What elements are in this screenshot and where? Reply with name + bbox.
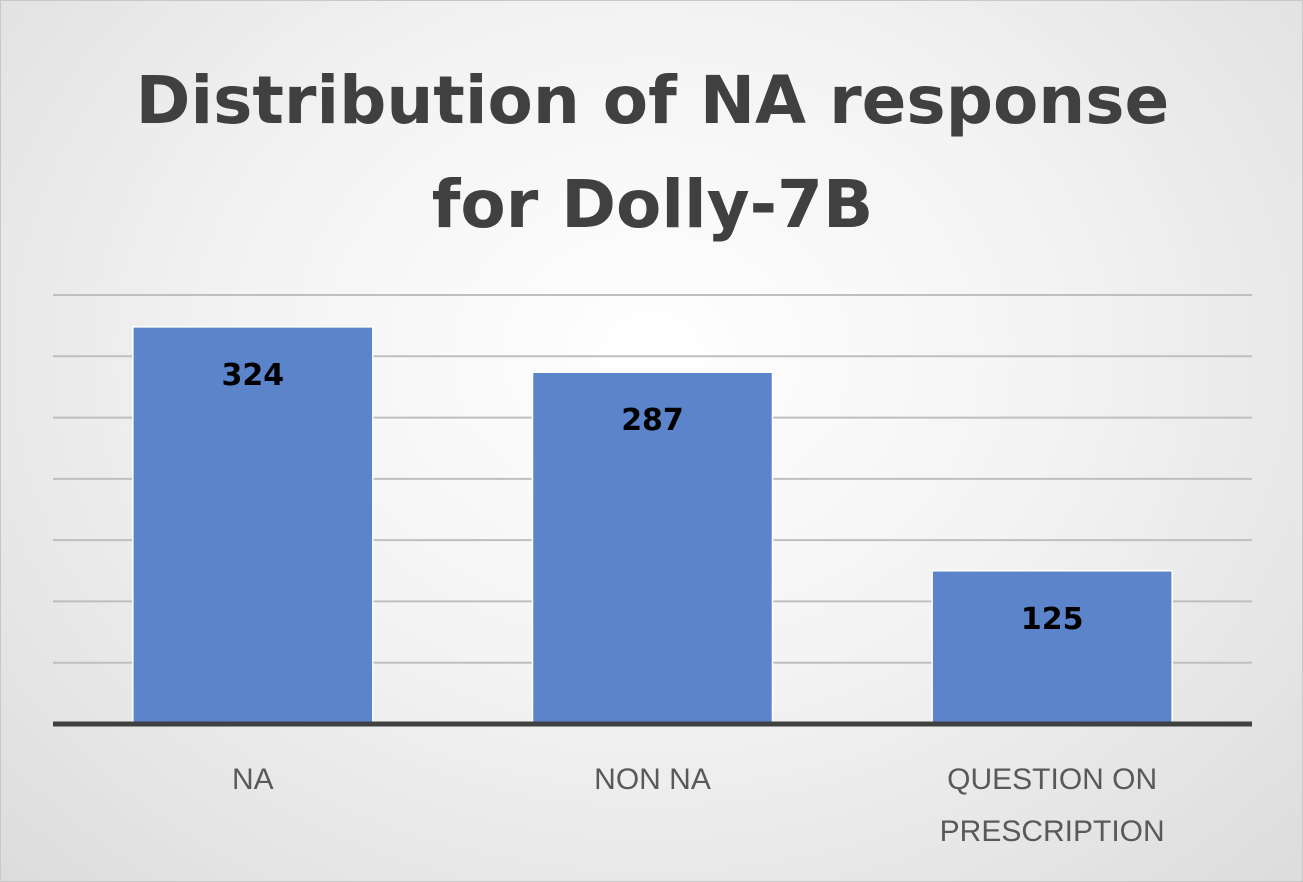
data-label-2: 287 <box>621 403 684 438</box>
data-label-1: 324 <box>222 358 285 393</box>
chart-title-line-2: for Dolly-7B <box>431 166 874 243</box>
chart-title: Distribution of NA response for Dolly-7B <box>1 49 1302 257</box>
category-label-3-line-2: PRESCRIPTION <box>940 815 1165 848</box>
category-label-3-line-1: QUESTION ON <box>947 763 1157 796</box>
data-label-3: 125 <box>1021 602 1084 637</box>
chart-title-line-1: Distribution of NA response <box>135 62 1170 139</box>
bar-3 <box>931 570 1173 725</box>
bar-1 <box>132 326 374 725</box>
category-label-1: NA <box>232 763 274 796</box>
category-label-2: NON NA <box>594 763 711 796</box>
bar-2 <box>531 371 774 725</box>
